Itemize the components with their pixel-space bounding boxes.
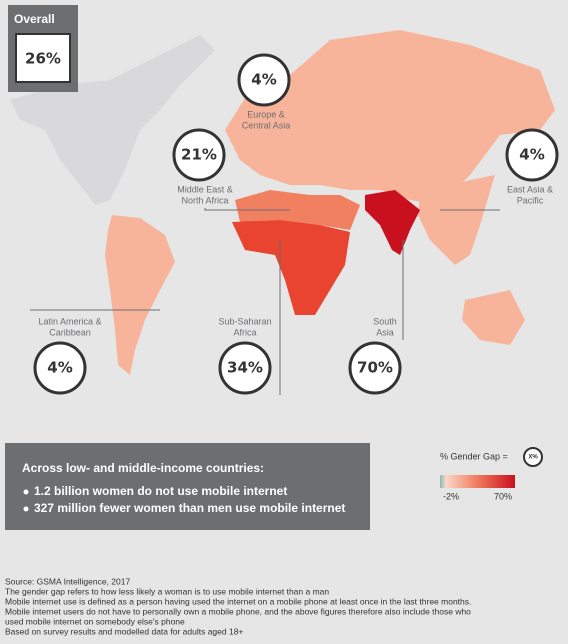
legend-icon xyxy=(523,447,543,467)
region-name: Sub-Saharan xyxy=(218,316,271,326)
note: used mobile internet on somebody else's … xyxy=(5,616,185,626)
overall-value-box xyxy=(15,33,71,83)
region-name: North Africa xyxy=(181,195,228,205)
region-value: 4% xyxy=(519,146,544,164)
region-ring xyxy=(505,128,559,182)
overall-title: Overall xyxy=(14,12,55,26)
region-labels: 4% Europe &Central Asia 21% Middle East &No… xyxy=(30,53,559,395)
legend-gradient xyxy=(440,475,515,488)
region-name: East Asia & xyxy=(507,184,553,194)
region-ring xyxy=(218,341,272,395)
sub-saharan-africa xyxy=(232,220,350,315)
north-america xyxy=(10,35,215,205)
region-name: South xyxy=(373,316,397,326)
bullet-dot xyxy=(23,489,29,495)
note: Source: GSMA Intelligence, 2017 xyxy=(5,576,130,586)
legend-icon-text: X% xyxy=(528,455,538,461)
region-ring xyxy=(237,53,291,107)
leader-line xyxy=(204,208,290,211)
region-ring xyxy=(33,341,87,395)
south-asia xyxy=(365,190,420,255)
region-value: 21% xyxy=(181,146,217,164)
mena xyxy=(235,190,360,230)
region-value: 34% xyxy=(227,359,263,377)
overall-value: 26% xyxy=(25,50,61,68)
region-value: 4% xyxy=(47,359,72,377)
legend-min: -2% xyxy=(443,491,459,501)
bullet-text: 1.2 billion women do not use mobile inte… xyxy=(34,484,287,498)
note: Mobile internet users do not have to per… xyxy=(5,606,471,616)
summary-panel xyxy=(5,443,370,530)
region-name: Europe & xyxy=(247,109,285,119)
region-ring xyxy=(348,341,402,395)
legend-label: % Gender Gap = xyxy=(440,451,508,461)
bullet-text: 327 million fewer women than men use mob… xyxy=(34,501,345,515)
note: Based on survey results and modelled dat… xyxy=(5,626,243,636)
region-value: 70% xyxy=(357,359,393,377)
note: The gender gap refers to how less likely… xyxy=(5,586,329,596)
world-map xyxy=(10,30,555,375)
note: Mobile internet use is defined as a pers… xyxy=(5,596,471,606)
region-name: Africa xyxy=(233,327,256,337)
panel-bullets: 1.2 billion women do not use mobile inte… xyxy=(23,484,345,515)
region-name: Latin America & xyxy=(38,316,101,326)
europe-central-asia xyxy=(225,30,555,205)
panel-heading: Across low- and middle-income countries: xyxy=(22,461,264,475)
australia xyxy=(462,290,525,345)
region-ring xyxy=(172,128,226,182)
east-asia xyxy=(418,175,495,265)
legend-max: 70% xyxy=(494,491,512,501)
region-name: Pacific xyxy=(517,195,544,205)
region-name: Middle East & xyxy=(177,184,233,194)
region-name: Caribbean xyxy=(49,327,91,337)
bullet-dot xyxy=(23,506,29,512)
latin-america xyxy=(105,215,175,375)
region-name: Asia xyxy=(376,327,394,337)
region-name: Central Asia xyxy=(242,120,291,130)
region-value: 4% xyxy=(251,71,276,89)
